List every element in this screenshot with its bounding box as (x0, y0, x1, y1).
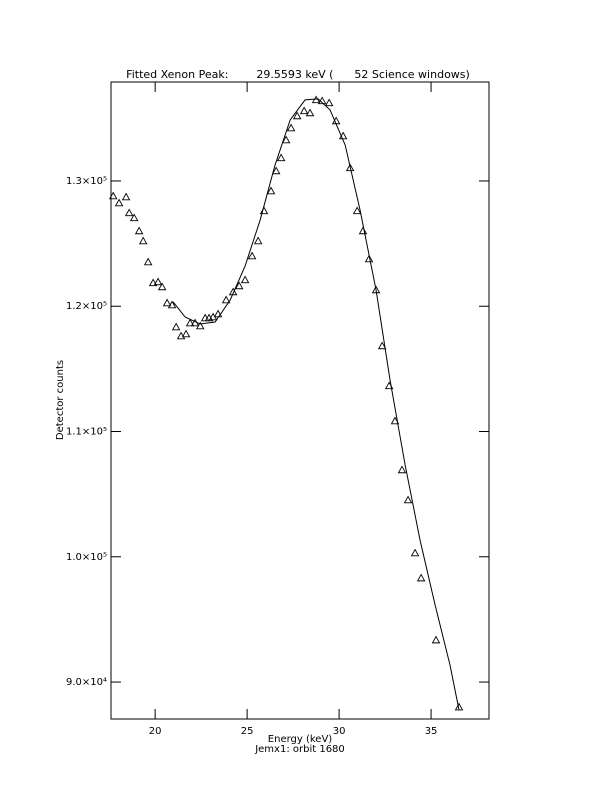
data-point (153, 277, 163, 286)
data-point (358, 226, 368, 235)
data-point (416, 573, 426, 582)
y-tick-label: 1.1×10⁵ (66, 427, 107, 438)
data-point (352, 206, 362, 215)
data-point (292, 111, 302, 120)
data-point (114, 198, 124, 207)
data-point (276, 153, 286, 162)
x-tick-label: 35 (425, 726, 438, 737)
data-point (364, 254, 374, 263)
data-point (221, 295, 231, 304)
data-point (271, 166, 281, 175)
data-point (185, 318, 195, 327)
data-point (171, 322, 181, 331)
data-point (181, 329, 191, 338)
data-point (345, 163, 355, 172)
x-tick-label: 30 (333, 726, 346, 737)
data-point (403, 495, 413, 504)
data-point (162, 298, 172, 307)
data-point (305, 108, 315, 117)
data-point (266, 186, 276, 195)
y-axis-label: Detector counts (55, 360, 66, 440)
x-axis-label: Energy (keV) (268, 734, 333, 745)
data-point (157, 282, 167, 291)
data-point (259, 206, 269, 215)
x-tick-label: 25 (241, 726, 254, 737)
plot-frame (110, 81, 490, 720)
y-tick-label: 1.2×10⁵ (66, 301, 107, 312)
chart-title: Fitted Xenon Peak: 29.5593 keV ( 52 Scie… (126, 68, 470, 81)
data-point (124, 208, 134, 217)
data-point (431, 635, 441, 644)
data-point (167, 300, 177, 309)
data-point (143, 257, 153, 266)
data-point (108, 191, 118, 200)
data-point (121, 192, 131, 201)
fit-line (172, 98, 460, 711)
data-point (195, 321, 205, 330)
data-point (253, 236, 263, 245)
data-point (281, 135, 291, 144)
data-point (134, 226, 144, 235)
x-tick-label: 20 (149, 726, 162, 737)
data-point (148, 278, 158, 287)
data-point (377, 341, 387, 350)
data-point (129, 213, 139, 222)
y-tick-label: 1.3×10⁵ (66, 176, 107, 187)
data-point (299, 106, 309, 115)
y-tick-label: 9.0×10⁴ (66, 677, 107, 688)
data-point (247, 251, 257, 260)
data-point (410, 548, 420, 557)
data-point (213, 309, 223, 318)
data-point (138, 236, 148, 245)
data-point (324, 98, 334, 107)
data-point (397, 465, 407, 474)
y-tick-label: 1.0×10⁵ (66, 552, 107, 563)
data-point (234, 281, 244, 290)
data-point (228, 287, 238, 296)
data-point (286, 123, 296, 132)
chart-subtitle: Jemx1: orbit 1680 (254, 744, 345, 755)
data-point (240, 275, 250, 284)
